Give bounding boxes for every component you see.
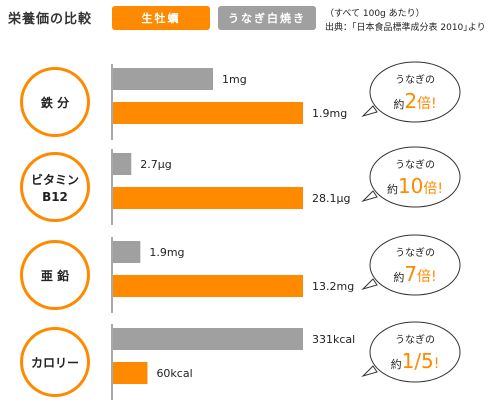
category-label: 鉄 分 (41, 95, 69, 110)
category-circle-inner (23, 330, 87, 394)
bubble-multiplier: 約7倍! (393, 262, 436, 286)
bubble-tail (361, 105, 378, 118)
bubble-text: うなぎの (395, 333, 435, 346)
category-label: 亜 鉛 (41, 268, 69, 283)
page-title: 栄養価の比較 (8, 12, 93, 27)
speech-bubble (369, 234, 461, 296)
bar-eel (113, 68, 213, 90)
per-100g-note: （すべて 100g あたり） (325, 9, 425, 19)
bubble-text: うなぎの (395, 73, 435, 86)
category-label: B12 (42, 190, 68, 204)
category-circle-inner (23, 70, 87, 134)
value-label-oyster: 13.2mg (312, 280, 354, 293)
bubble-multiplier: 約10倍! (387, 174, 443, 198)
category-label: ビタミン (31, 172, 79, 187)
value-label-eel: 331kcal (312, 333, 355, 346)
speech-bubble (369, 146, 461, 208)
category-label: カロリー (31, 356, 79, 370)
bubble-multiplier: 約1/5! (391, 349, 440, 373)
category-circle-inner (23, 155, 87, 219)
bar-eel (113, 153, 132, 175)
value-label-eel: 2.7μg (140, 158, 171, 171)
bubble-tail (361, 190, 378, 203)
bar-eel (113, 328, 303, 350)
bar-eel (113, 241, 141, 263)
value-label-eel: 1.9mg (149, 246, 184, 259)
source-note: 出典：｢日本食品標準成分表 2010｣より (325, 23, 486, 33)
bubble-tail (361, 278, 378, 291)
value-label-eel: 1mg (222, 73, 247, 86)
category-circle-inner (23, 243, 87, 307)
bar-oyster (113, 275, 303, 297)
legend-eel: うなぎ白焼き (218, 6, 316, 30)
value-label-oyster: 1.9mg (312, 107, 347, 120)
legend-oyster: 生牡蠣 (112, 6, 210, 30)
bubble-tail (361, 365, 378, 378)
bubble-text: うなぎの (395, 158, 435, 171)
bubble-multiplier: 約2倍! (393, 89, 436, 113)
value-label-oyster: 60kcal (156, 367, 192, 380)
speech-bubble (369, 321, 461, 383)
bar-oyster (113, 187, 303, 209)
speech-bubble (369, 61, 461, 123)
value-label-oyster: 28.1μg (312, 192, 350, 205)
bubble-text: うなぎの (395, 246, 435, 259)
bar-oyster (113, 102, 303, 124)
bar-oyster (113, 362, 148, 384)
